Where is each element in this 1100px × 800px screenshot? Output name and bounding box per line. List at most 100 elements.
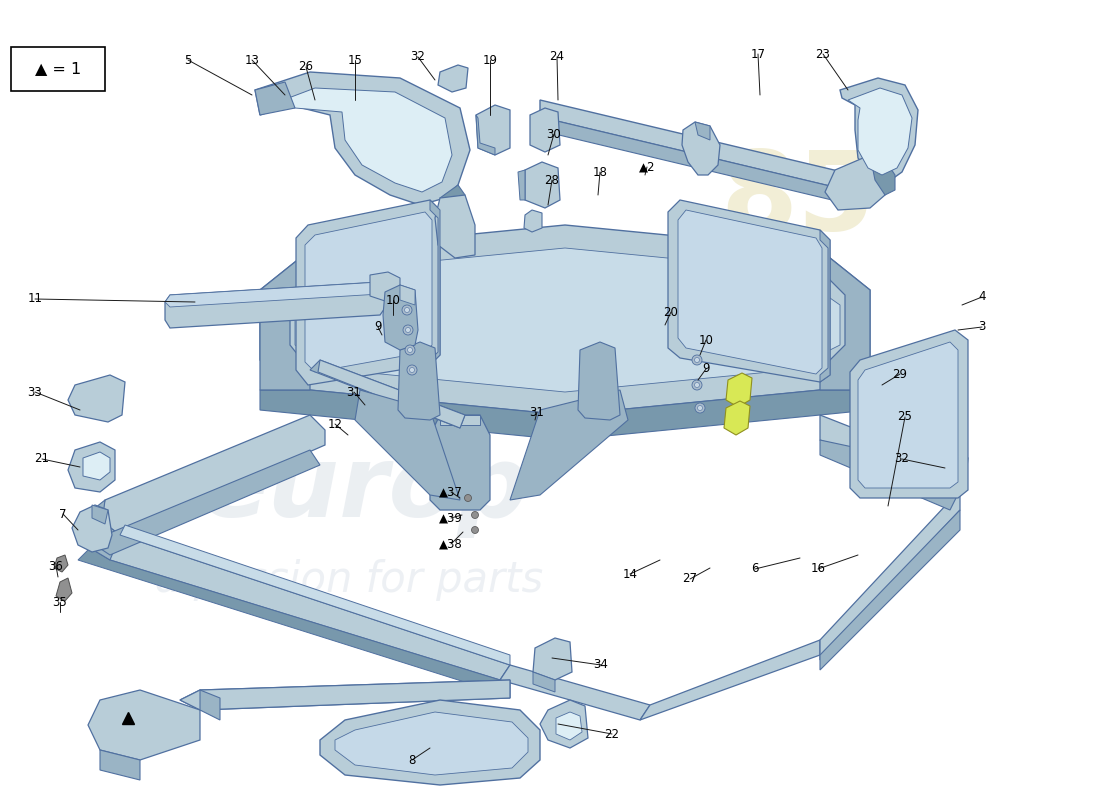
Polygon shape bbox=[538, 117, 855, 205]
Polygon shape bbox=[305, 212, 432, 372]
Polygon shape bbox=[500, 665, 650, 720]
Polygon shape bbox=[682, 122, 720, 175]
Polygon shape bbox=[534, 672, 556, 692]
Text: 27: 27 bbox=[682, 573, 697, 586]
Polygon shape bbox=[355, 390, 460, 500]
Circle shape bbox=[694, 382, 700, 387]
Polygon shape bbox=[383, 285, 418, 350]
Polygon shape bbox=[578, 342, 620, 420]
Text: 10: 10 bbox=[698, 334, 714, 346]
Polygon shape bbox=[524, 210, 542, 232]
Circle shape bbox=[405, 307, 409, 313]
Circle shape bbox=[464, 494, 472, 502]
Polygon shape bbox=[295, 248, 840, 392]
Polygon shape bbox=[56, 578, 72, 601]
Polygon shape bbox=[88, 690, 200, 760]
Text: 18: 18 bbox=[593, 166, 607, 178]
Text: 10: 10 bbox=[386, 294, 400, 306]
Text: 8: 8 bbox=[408, 754, 416, 766]
Text: ▲37: ▲37 bbox=[439, 486, 463, 498]
Text: 32: 32 bbox=[410, 50, 426, 63]
Polygon shape bbox=[640, 640, 820, 720]
Polygon shape bbox=[78, 548, 500, 690]
Text: 36: 36 bbox=[48, 559, 64, 573]
Text: 17: 17 bbox=[750, 47, 766, 61]
Text: 19: 19 bbox=[483, 54, 497, 66]
Text: 3: 3 bbox=[978, 321, 986, 334]
Polygon shape bbox=[840, 78, 918, 182]
Text: 22: 22 bbox=[605, 727, 619, 741]
Circle shape bbox=[692, 355, 702, 365]
Text: 32: 32 bbox=[894, 453, 910, 466]
Polygon shape bbox=[296, 200, 440, 385]
Text: 30: 30 bbox=[547, 127, 561, 141]
Polygon shape bbox=[100, 750, 140, 780]
Polygon shape bbox=[82, 452, 110, 480]
Polygon shape bbox=[440, 415, 480, 425]
Polygon shape bbox=[165, 282, 385, 307]
Polygon shape bbox=[440, 185, 465, 212]
Text: 26: 26 bbox=[298, 61, 314, 74]
Text: 5: 5 bbox=[185, 54, 191, 66]
Polygon shape bbox=[825, 155, 886, 210]
Polygon shape bbox=[165, 282, 385, 328]
Circle shape bbox=[692, 380, 702, 390]
Text: 24: 24 bbox=[550, 50, 564, 63]
Polygon shape bbox=[820, 415, 960, 490]
Polygon shape bbox=[476, 115, 495, 155]
Circle shape bbox=[697, 406, 703, 410]
Text: 21: 21 bbox=[34, 453, 50, 466]
Polygon shape bbox=[668, 200, 830, 382]
Polygon shape bbox=[68, 375, 125, 422]
Polygon shape bbox=[92, 505, 108, 524]
Polygon shape bbox=[95, 450, 320, 555]
Text: 6: 6 bbox=[751, 562, 759, 575]
Polygon shape bbox=[180, 680, 510, 710]
Polygon shape bbox=[398, 342, 440, 420]
Polygon shape bbox=[336, 712, 528, 775]
Text: 31: 31 bbox=[346, 386, 362, 398]
Polygon shape bbox=[200, 690, 220, 720]
Polygon shape bbox=[534, 638, 572, 680]
Text: ▲38: ▲38 bbox=[439, 538, 463, 550]
Polygon shape bbox=[695, 122, 710, 140]
Polygon shape bbox=[400, 285, 415, 305]
Text: ▲ = 1: ▲ = 1 bbox=[35, 62, 81, 77]
Polygon shape bbox=[820, 490, 960, 660]
Polygon shape bbox=[434, 195, 475, 258]
Text: ▲2: ▲2 bbox=[639, 161, 656, 174]
Polygon shape bbox=[518, 170, 525, 200]
Text: europ: europ bbox=[200, 442, 529, 538]
Text: 25: 25 bbox=[898, 410, 912, 423]
Polygon shape bbox=[180, 680, 510, 710]
Polygon shape bbox=[72, 505, 112, 552]
Polygon shape bbox=[318, 360, 465, 428]
Text: 34: 34 bbox=[594, 658, 608, 671]
Text: 12: 12 bbox=[328, 418, 342, 430]
Polygon shape bbox=[260, 390, 870, 440]
Polygon shape bbox=[850, 330, 968, 498]
Polygon shape bbox=[100, 415, 324, 535]
Polygon shape bbox=[540, 100, 855, 192]
Polygon shape bbox=[260, 225, 870, 415]
Text: 14: 14 bbox=[623, 567, 638, 581]
Text: 16: 16 bbox=[811, 562, 825, 575]
Polygon shape bbox=[90, 535, 510, 680]
Text: 23: 23 bbox=[815, 47, 830, 61]
Text: 13: 13 bbox=[244, 54, 260, 66]
Circle shape bbox=[407, 347, 412, 353]
Polygon shape bbox=[255, 72, 470, 205]
Polygon shape bbox=[820, 250, 870, 390]
Polygon shape bbox=[255, 82, 295, 115]
Text: a passion for parts: a passion for parts bbox=[155, 559, 543, 601]
Polygon shape bbox=[870, 155, 895, 195]
Polygon shape bbox=[430, 415, 490, 510]
Polygon shape bbox=[525, 162, 560, 208]
Circle shape bbox=[472, 511, 478, 518]
Polygon shape bbox=[510, 390, 628, 500]
Text: 9: 9 bbox=[374, 321, 382, 334]
Polygon shape bbox=[820, 230, 830, 382]
Circle shape bbox=[403, 325, 412, 335]
Text: 29: 29 bbox=[892, 367, 907, 381]
Text: 28: 28 bbox=[544, 174, 560, 186]
